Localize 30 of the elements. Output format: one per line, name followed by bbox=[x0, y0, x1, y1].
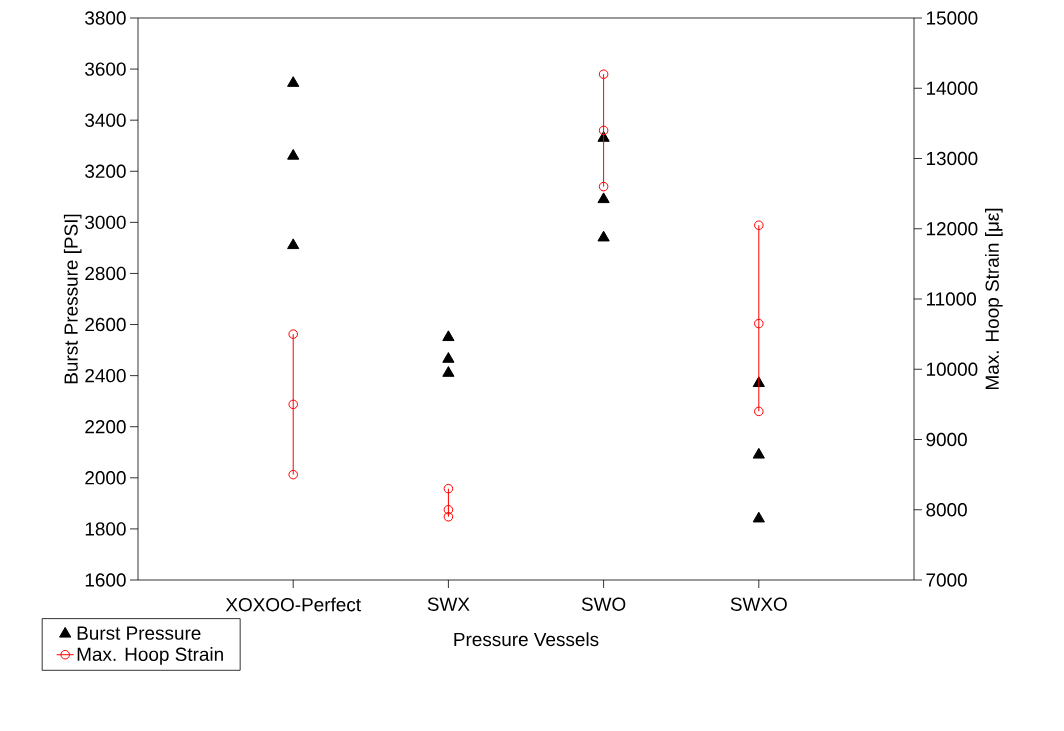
x-tick-label: SWO bbox=[581, 597, 626, 611]
y-tick-label: 3000 bbox=[85, 215, 126, 230]
y2-tick-label: 10000 bbox=[926, 362, 978, 376]
x-tick-label: SWX bbox=[427, 597, 470, 611]
y2-tick-label: 13000 bbox=[926, 151, 978, 166]
x-axis-title: Pressure Vessels bbox=[454, 632, 599, 647]
legend-label: Burst Pressure bbox=[77, 626, 201, 640]
legend-label: Max. Hoop Strain bbox=[77, 647, 223, 665]
y-tick-label: 2000 bbox=[85, 471, 126, 485]
y2-tick-label: 11000 bbox=[926, 292, 977, 306]
y-tick-label: 1600 bbox=[85, 573, 126, 587]
y2-tick-label: 12000 bbox=[926, 222, 978, 236]
y-tick-label: 2400 bbox=[85, 368, 126, 383]
y-axis-title: Burst Pressure [PSI] bbox=[63, 214, 82, 384]
y2-tick-label: 7000 bbox=[926, 573, 967, 587]
x-tick-label: XOXOO-Perfect bbox=[225, 597, 361, 612]
y-tick-label: 3200 bbox=[85, 164, 126, 178]
y2-tick-label: 8000 bbox=[926, 503, 967, 517]
y-tick-label: 3800 bbox=[85, 11, 126, 25]
y-tick-label: 2200 bbox=[85, 420, 126, 434]
y2-axis-title: Max. Hoop Strain [με] bbox=[985, 208, 1003, 390]
y2-tick-label: 15000 bbox=[926, 11, 978, 25]
y-tick-label: 1800 bbox=[85, 522, 126, 536]
y-tick-label: 2600 bbox=[85, 317, 126, 332]
y-tick-label: 2800 bbox=[85, 266, 126, 281]
y-tick-label: 3400 bbox=[85, 113, 126, 127]
y-tick-label: 3600 bbox=[85, 62, 126, 76]
x-tick-label: SWXO bbox=[730, 597, 787, 611]
y2-tick-label: 9000 bbox=[926, 432, 967, 447]
y2-tick-label: 14000 bbox=[926, 81, 978, 95]
